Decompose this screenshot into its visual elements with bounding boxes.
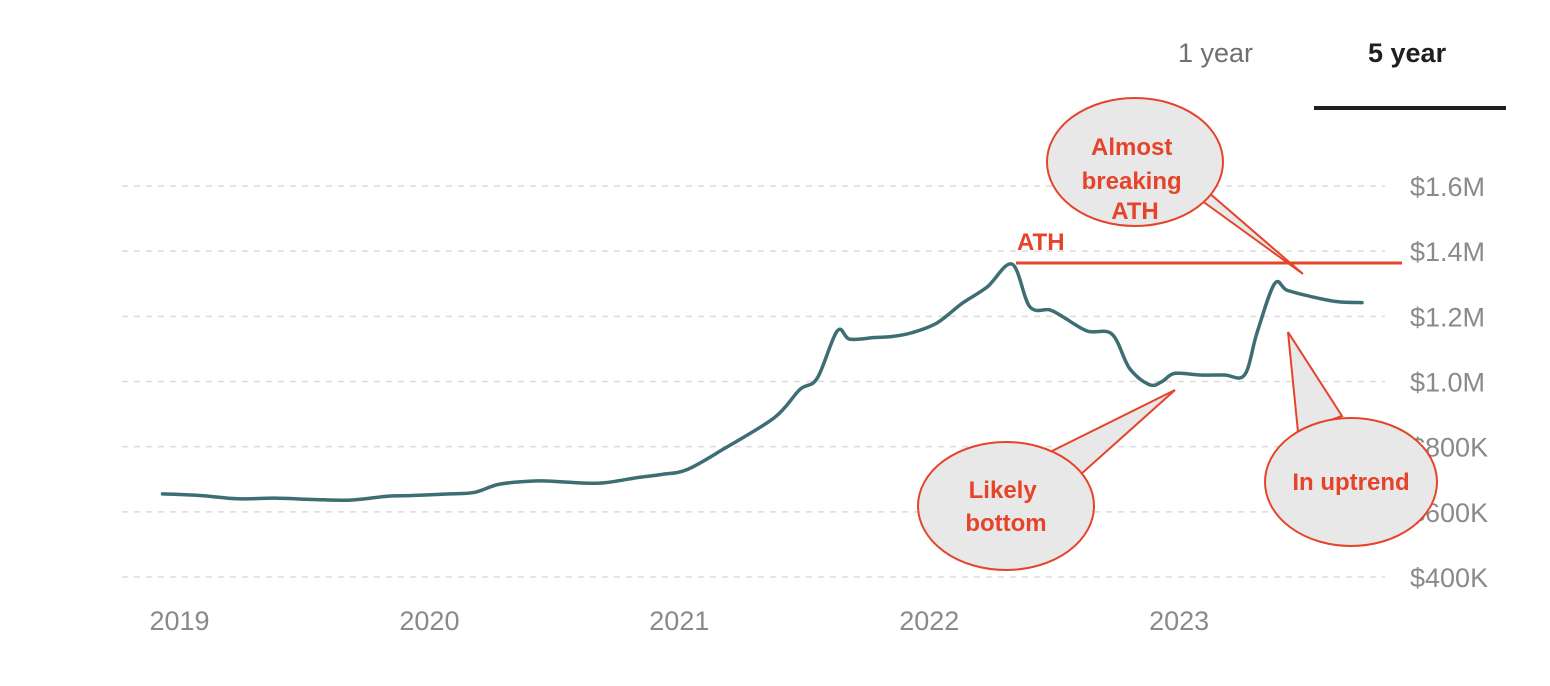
x-tick-label: 2022	[899, 606, 959, 636]
y-tick-label: $1.2M	[1410, 302, 1485, 332]
x-tick-label: 2021	[649, 606, 709, 636]
callout-bottom-text: Likely bottom	[965, 477, 1046, 537]
y-tick-label: $1.0M	[1410, 368, 1485, 398]
y-tick-label: $1.6M	[1410, 172, 1485, 202]
y-tick-label: $1.4M	[1410, 237, 1485, 267]
callout-uptrend-text: In uptrend	[1292, 469, 1409, 496]
callout-uptrend-pointer	[1287, 331, 1344, 434]
callout-ath-text: Almost breaking ATH	[1082, 134, 1189, 225]
grid-lines	[122, 185, 1385, 578]
callout-uptrend-bubble	[1264, 417, 1438, 547]
x-tick-label: 2023	[1149, 606, 1209, 636]
series-line	[160, 262, 1364, 503]
x-tick-label: 2020	[399, 606, 459, 636]
y-tick-label: $400K	[1410, 563, 1488, 593]
x-axis-ticks: 2019 2020 2021 2022 2023	[149, 606, 1209, 636]
ath-label: ATH	[1017, 229, 1065, 256]
y-axis-ticks: $400K$600K$800K$1.0M$1.2M$1.4M$1.6M	[1410, 172, 1488, 593]
tab-5-year[interactable]: 5 year	[1368, 38, 1447, 68]
callout-bottom-bubble	[917, 441, 1095, 571]
x-tick-label: 2019	[149, 606, 209, 636]
active-tab-indicator	[1314, 106, 1506, 110]
callout-ath-bubble	[1046, 97, 1224, 227]
tab-1-year[interactable]: 1 year	[1178, 38, 1254, 68]
